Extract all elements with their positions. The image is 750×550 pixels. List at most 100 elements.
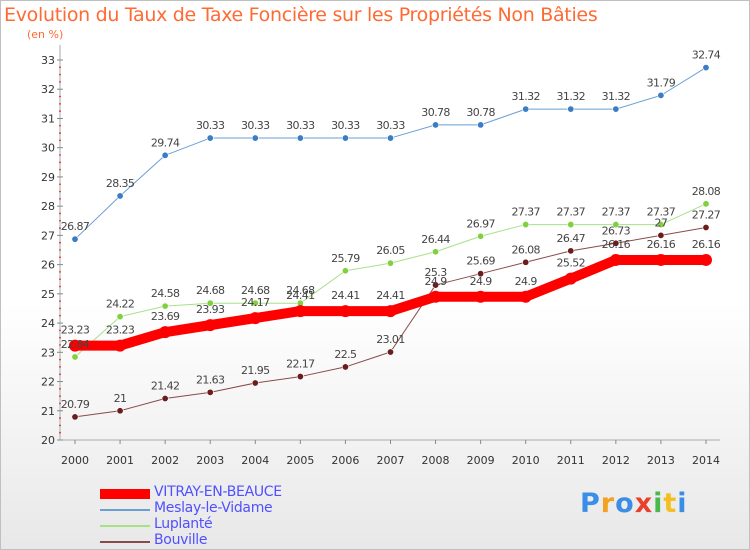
data-point-meslay-le-vidame [477,121,485,129]
logo-letter: i [653,488,664,519]
y-tick-label: 26 [41,259,55,272]
y-minor-dot [59,336,61,339]
data-point-luplant- [657,221,665,229]
data-point-vitray-en-beauce [114,339,127,352]
data-point-meslay-le-vidame [522,105,530,113]
data-point-luplant- [477,232,485,240]
data-point-bouville [567,247,575,255]
data-label-vitray-en-beauce: 24.41 [376,289,405,302]
data-label-meslay-le-vidame: 30.33 [376,119,405,132]
x-tick-label: 2014 [692,454,720,467]
logo-letter: x [634,488,654,519]
y-tick-label: 20 [41,434,55,447]
data-point-vitray-en-beauce [69,339,81,352]
data-label-vitray-en-beauce: 26.16 [647,238,676,251]
data-label-luplant-: 27.37 [557,206,586,219]
logo-letter: i [677,488,688,519]
y-minor-dot [59,373,61,376]
x-tick-label: 2005 [286,454,314,467]
data-point-meslay-le-vidame [206,134,214,142]
legend: VITRAY-EN-BEAUCE Meslay-le-Vidame Luplanté… [100,484,400,550]
data-label-luplant-: 26.97 [466,217,495,230]
x-tick-label: 2008 [422,454,450,467]
proxiti-logo: Proxiti [580,488,688,519]
data-point-meslay-le-vidame [71,235,79,243]
data-label-vitray-en-beauce: 26.16 [692,238,721,251]
legend-swatch [100,509,150,511]
data-point-luplant- [386,259,394,267]
data-point-bouville [702,223,710,231]
y-tick-label: 29 [41,171,55,184]
y-minor-dot [59,227,61,229]
data-point-vitray-en-beauce [474,290,487,303]
legend-label: Luplanté [154,516,213,532]
data-point-bouville [432,281,440,289]
data-label-bouville: 23.01 [376,333,405,346]
data-label-bouville: 22.5 [334,348,357,361]
y-axis-unit: (en %) [27,28,64,41]
x-tick-label: 2003 [196,454,224,467]
y-tick-label: 27 [41,229,55,242]
data-point-luplant- [71,353,79,361]
y-tick-label: 24 [41,317,55,330]
data-point-bouville [477,270,485,278]
y-minor-dot [59,395,61,398]
logo-letter: o [615,488,635,519]
data-label-vitray-en-beauce: 24.9 [425,275,448,288]
y-minor-dot [59,366,61,368]
data-label-vitray-en-beauce: 23.23 [106,324,135,337]
chart-title: Evolution du Taux de Taxe Foncière sur l… [4,4,598,26]
legend-item: VITRAY-EN-BEAUCE [100,484,400,502]
line-chart: 20 21 22 23 24 25 26 27 28 29 30 31 32 33 2000 2001 2002… [41,45,721,467]
data-label-bouville: 21.95 [241,364,270,377]
data-label-meslay-le-vidame: 30.33 [241,119,270,132]
y-minor-dot [59,256,61,259]
data-point-luplant- [161,302,169,310]
data-point-bouville [386,348,394,356]
y-minor-dot [59,183,61,186]
y-tick-label: 30 [41,142,55,155]
data-label-vitray-en-beauce: 26.16 [602,238,631,251]
data-label-luplant-: 25.79 [331,252,360,265]
y-minor-dot [59,102,61,105]
data-point-vitray-en-beauce [609,253,622,266]
data-label-meslay-le-vidame: 31.32 [557,90,586,103]
y-minor-dot [59,168,61,171]
data-label-luplant-: 27.37 [647,206,676,219]
x-tick-label: 2011 [557,454,585,467]
data-point-vitray-en-beauce [339,305,352,318]
y-minor-dot [59,402,61,405]
data-label-bouville: 20.79 [61,398,90,411]
data-label-bouville: 25.69 [466,255,495,268]
data-point-bouville [116,407,124,415]
y-minor-dot [59,139,61,142]
y-tick-label: 28 [41,200,55,213]
x-tick-label: 2013 [647,454,675,467]
data-label-bouville: 27.27 [692,208,721,221]
data-point-luplant- [522,221,530,229]
data-point-meslay-le-vidame [432,121,440,129]
y-tick-label: 23 [41,346,55,359]
y-tick-label: 33 [41,54,55,67]
data-label-meslay-le-vidame: 31.32 [511,90,540,103]
y-tick-label: 31 [41,112,55,125]
data-label-bouville: 22.17 [286,358,315,371]
data-point-bouville [296,373,304,381]
data-label-bouville: 27 [655,216,668,229]
data-point-bouville [522,258,530,266]
data-label-vitray-en-beauce: 24.9 [470,275,493,288]
legend-label: VITRAY-EN-BEAUCE [154,484,282,500]
data-label-meslay-le-vidame: 32.74 [692,49,721,62]
y-minor-dot [59,190,61,193]
data-point-meslay-le-vidame [612,105,620,113]
data-label-luplant-: 27.37 [511,206,540,219]
data-label-luplant-: 24.68 [196,284,225,297]
y-minor-dot [59,431,61,434]
data-label-vitray-en-beauce: 24.41 [286,289,315,302]
data-label-luplant-: 27.37 [602,206,631,219]
data-label-luplant-: 28.08 [692,185,721,198]
data-label-luplant-: 26.05 [376,244,405,257]
y-minor-dot [59,197,61,200]
data-point-luplant- [612,221,620,229]
